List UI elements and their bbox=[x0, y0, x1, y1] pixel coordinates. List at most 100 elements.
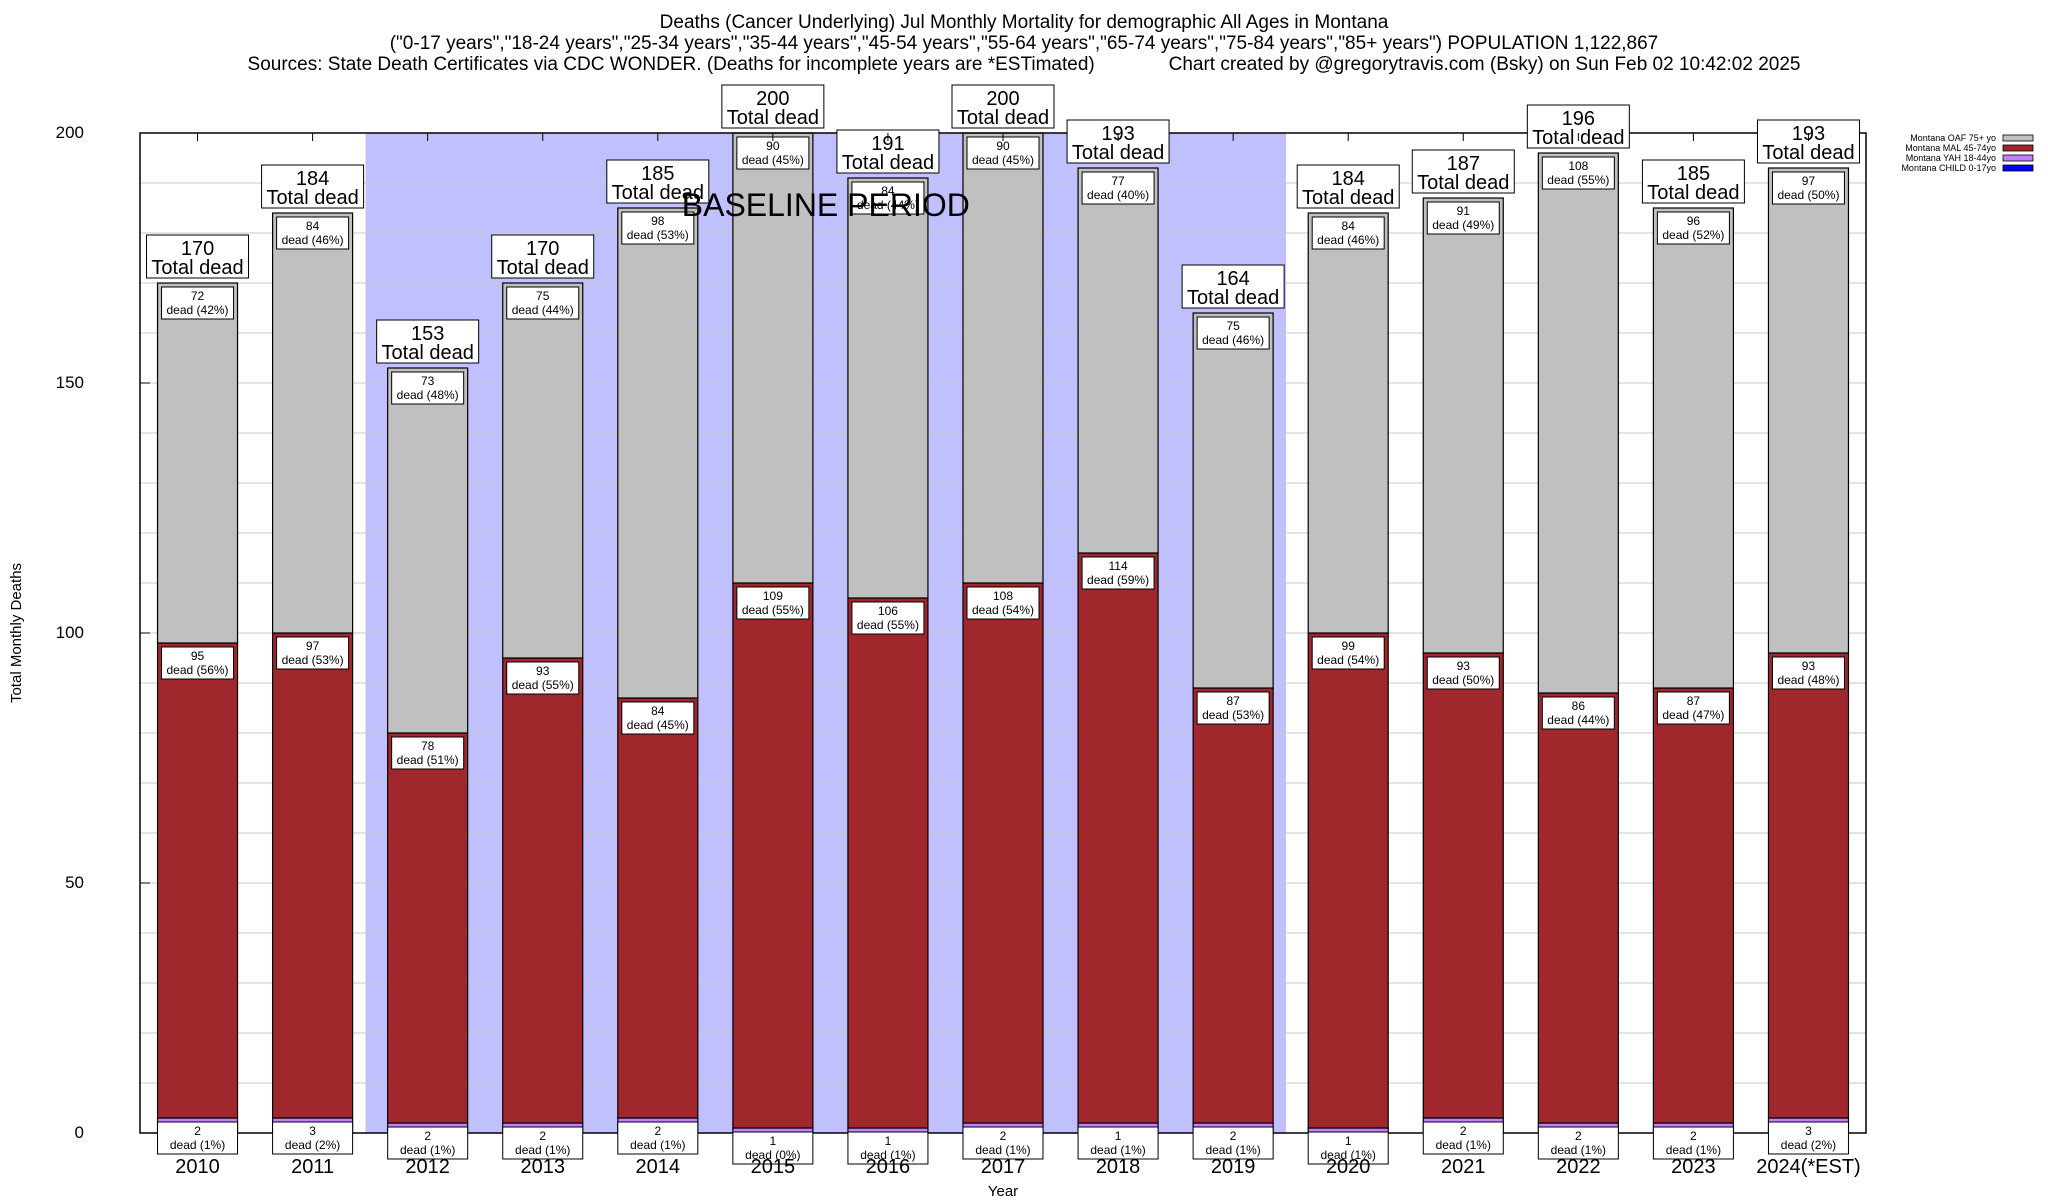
segment-label-box bbox=[1656, 211, 1730, 245]
total-label-box bbox=[376, 319, 480, 364]
segment-pct-label: dead (45%) bbox=[972, 153, 1034, 167]
segment-label-box bbox=[847, 1131, 929, 1165]
chart-sources: Sources: State Death Certificates via CD… bbox=[247, 54, 1095, 75]
segment-pct-label: dead (1%) bbox=[1321, 1148, 1376, 1162]
total-label-box bbox=[1756, 119, 1860, 164]
segment-pct-label: dead (48%) bbox=[397, 388, 459, 402]
total-suffix-label: Total dead bbox=[727, 107, 819, 129]
segment-pct-label: dead (53%) bbox=[1202, 708, 1264, 722]
segment-label-box bbox=[732, 1131, 814, 1165]
total-label-box bbox=[261, 164, 365, 209]
segment-label-box bbox=[1541, 696, 1615, 730]
segment-label-box bbox=[506, 286, 580, 320]
total-suffix-label: Total dead bbox=[1417, 172, 1509, 194]
bar-segment-mal-2021 bbox=[1422, 652, 1504, 1119]
segment-label-box bbox=[1422, 1121, 1504, 1155]
segment-label-box bbox=[966, 586, 1040, 620]
segment-label-box bbox=[502, 1126, 584, 1160]
segment-value-label: 1 bbox=[1115, 1129, 1122, 1143]
total-value-label: 191 bbox=[871, 133, 904, 155]
segment-pct-label: dead (52%) bbox=[1662, 228, 1724, 242]
legend-label: Montana OAF 75+ yo bbox=[1910, 133, 1996, 143]
segment-pct-label: dead (1%) bbox=[1551, 1143, 1606, 1157]
segment-value-label: 75 bbox=[1226, 319, 1240, 333]
legend-swatch bbox=[2002, 144, 2034, 152]
bar-segment-oaf-2023 bbox=[1652, 207, 1735, 689]
segment-label-box bbox=[1426, 656, 1500, 690]
segment-value-label: 87 bbox=[1226, 694, 1240, 708]
segment-value-label: 2 bbox=[424, 1129, 431, 1143]
segment-label-box bbox=[621, 701, 695, 735]
segment-value-label: 93 bbox=[1457, 659, 1471, 673]
segment-pct-label: dead (1%) bbox=[170, 1138, 225, 1152]
bar-segment-oaf-2018 bbox=[1077, 167, 1159, 554]
segment-label-box bbox=[851, 601, 925, 635]
total-value-label: 164 bbox=[1216, 268, 1249, 290]
segment-value-label: 84 bbox=[1342, 219, 1356, 233]
segment-value-label: 97 bbox=[306, 639, 320, 653]
legend-swatch bbox=[2002, 134, 2034, 142]
segment-value-label: 84 bbox=[881, 184, 895, 198]
x-tick-label: 2020 bbox=[1326, 1156, 1371, 1178]
total-value-label: 170 bbox=[181, 238, 214, 260]
segment-pct-label: dead (1%) bbox=[630, 1138, 685, 1152]
chart-subtitle: ("0-17 years","18-24 years","25-34 years… bbox=[389, 33, 1659, 54]
segment-pct-label: dead (48%) bbox=[1777, 673, 1839, 687]
chart-title-block: Deaths (Cancer Underlying) Jul Monthly M… bbox=[0, 12, 2048, 75]
x-tick-label: 2012 bbox=[405, 1156, 450, 1178]
segment-label-box bbox=[962, 1126, 1044, 1160]
segment-value-label: 2 bbox=[1690, 1129, 1697, 1143]
chart-title: Deaths (Cancer Underlying) Jul Monthly M… bbox=[659, 12, 1389, 33]
total-value-label: 187 bbox=[1447, 153, 1480, 175]
segment-pct-label: dead (47%) bbox=[1662, 708, 1724, 722]
segment-pct-label: dead (46%) bbox=[282, 233, 344, 247]
segment-label-box bbox=[1541, 156, 1615, 190]
bar-segment-oaf-2021 bbox=[1422, 197, 1504, 654]
segment-value-label: 93 bbox=[1802, 659, 1816, 673]
x-tick-label: 2013 bbox=[520, 1156, 565, 1178]
segment-label-box bbox=[506, 661, 580, 695]
segment-pct-label: dead (1%) bbox=[1205, 1143, 1260, 1157]
segment-pct-label: dead (55%) bbox=[742, 603, 804, 617]
bar-segment-oaf-2022 bbox=[1537, 152, 1619, 694]
segment-label-box bbox=[276, 636, 350, 670]
segment-pct-label: dead (55%) bbox=[1547, 173, 1609, 187]
bar-segment-oaf-2011 bbox=[272, 212, 354, 634]
legend-swatch bbox=[2002, 164, 2034, 172]
segment-label-box bbox=[1771, 171, 1845, 205]
segment-label-box bbox=[617, 1121, 699, 1155]
bar-segment-mal-2020 bbox=[1307, 632, 1389, 1129]
total-value-label: 153 bbox=[411, 323, 444, 345]
segment-pct-label: dead (1%) bbox=[975, 1143, 1030, 1157]
segment-value-label: 108 bbox=[993, 589, 1013, 603]
total-label-box bbox=[1181, 264, 1285, 309]
total-suffix-label: Total dead bbox=[382, 342, 474, 364]
segment-label-box bbox=[966, 136, 1040, 170]
x-tick-label: 2022 bbox=[1556, 1156, 1601, 1178]
y-tick-label: 50 bbox=[65, 873, 84, 892]
bar-segment-mal-2010 bbox=[156, 642, 239, 1119]
segment-value-label: 93 bbox=[536, 664, 550, 678]
legend-label: Montana YAH 18-44yo bbox=[1906, 153, 1996, 163]
total-suffix-label: Total dead bbox=[1647, 182, 1739, 204]
bar-segment-mal-2014 bbox=[617, 697, 699, 1119]
segment-label-box bbox=[1311, 216, 1385, 250]
total-value-label: 200 bbox=[756, 88, 789, 110]
bar-segment-oaf-2017 bbox=[962, 132, 1044, 584]
segment-value-label: 109 bbox=[763, 589, 783, 603]
segment-value-label: 77 bbox=[1111, 174, 1125, 188]
total-label-box bbox=[606, 159, 710, 204]
segment-value-label: 73 bbox=[421, 374, 435, 388]
total-suffix-label: Total dead bbox=[497, 257, 589, 279]
bar-segment-oaf-2010 bbox=[156, 282, 239, 644]
segment-label-box bbox=[1192, 1126, 1274, 1160]
segment-pct-label: dead (1%) bbox=[515, 1143, 570, 1157]
segment-pct-label: dead (54%) bbox=[1317, 653, 1379, 667]
total-suffix-label: Total dead bbox=[842, 152, 934, 174]
x-tick-label: 2016 bbox=[866, 1156, 911, 1178]
y-tick-label: 200 bbox=[56, 123, 84, 142]
segment-value-label: 90 bbox=[996, 139, 1010, 153]
segment-label-box bbox=[1081, 171, 1155, 205]
bar-segment-mal-2017 bbox=[962, 582, 1044, 1124]
segment-value-label: 72 bbox=[191, 289, 205, 303]
